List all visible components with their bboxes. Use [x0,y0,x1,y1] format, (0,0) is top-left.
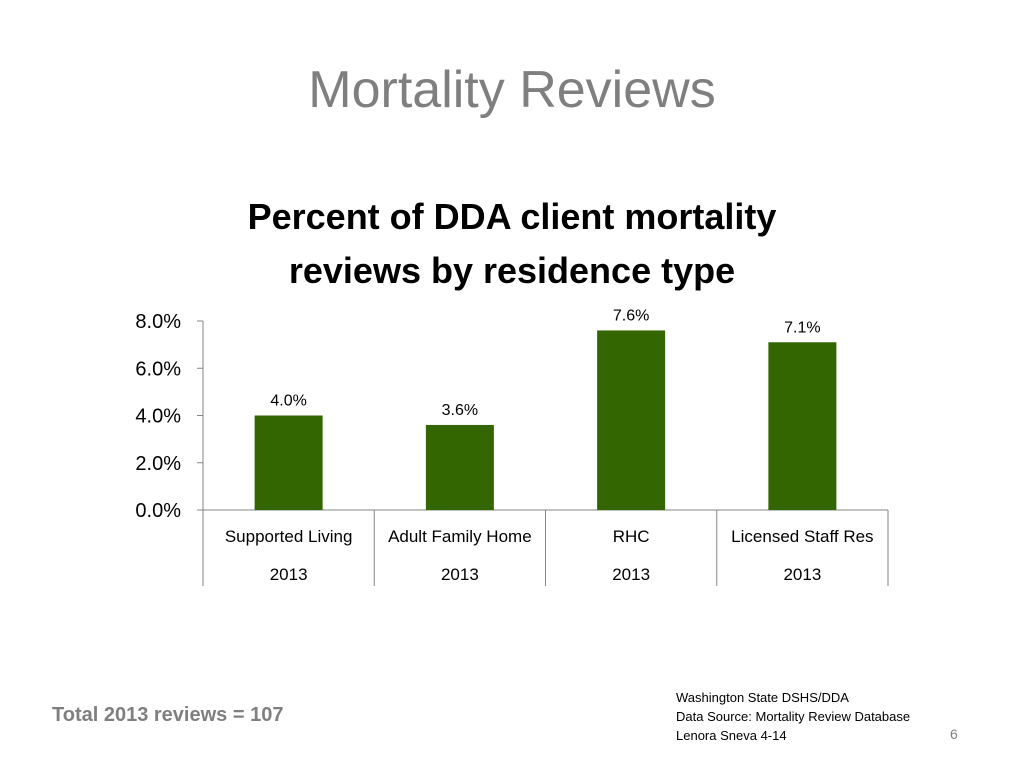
bar-adult-family-home [425,424,494,510]
bar-rhc [597,330,666,510]
bar-supported-living [254,415,323,510]
source-block: Washington State DSHS/DDA Data Source: M… [676,688,910,745]
total-reviews-note: Total 2013 reviews = 107 [52,704,284,726]
data-label: 7.6% [613,307,649,324]
y-tick-label: 2.0% [135,453,181,475]
source-line-author: Lenora Sneva 4-14 [676,728,787,743]
y-tick-label: 6.0% [135,358,181,380]
category-label: Licensed Staff Res [731,527,873,546]
bar-licensed-staff-res [768,342,837,510]
page-number: 6 [950,726,958,742]
slide-title: Mortality Reviews [308,61,716,119]
data-label: 4.0% [270,393,306,410]
data-label: 3.6% [442,402,478,419]
data-label: 7.1% [784,319,820,336]
source-line-data-source: Data Source: Mortality Review Database [676,709,911,724]
year-label: 2013 [441,565,479,584]
year-label: 2013 [612,565,650,584]
chart-title: Percent of DDA client mortality reviews … [162,190,862,298]
category-label: Supported Living [225,527,353,546]
chart-title-line-2: reviews by residence type [288,250,736,291]
y-tick-label: 0.0% [135,500,181,522]
y-tick-label: 4.0% [135,406,181,428]
y-tick-label: 8.0% [135,311,181,333]
category-label: Adult Family Home [388,527,532,546]
chart-title-line-1: Percent of DDA client mortality [247,196,777,237]
category-label: RHC [613,527,650,546]
source-line-organization: Washington State DSHS/DDA [676,690,849,705]
year-label: 2013 [270,565,308,584]
year-label: 2013 [783,565,821,584]
